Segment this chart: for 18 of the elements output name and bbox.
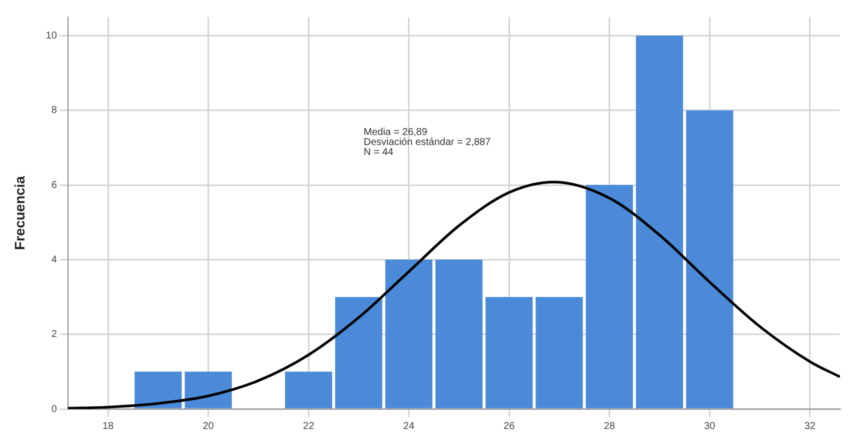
x-tick-label: 20	[202, 420, 214, 432]
y-tick-label: 6	[51, 180, 58, 191]
x-tick-label: 24	[403, 420, 415, 432]
annotation: Desviación estándar = 2,887	[364, 136, 492, 148]
x-tick-label: 28	[604, 420, 616, 432]
x-tick-label: 22	[303, 420, 315, 432]
y-tick-label: 4	[51, 254, 58, 266]
x-tick-label: 26	[504, 420, 516, 432]
x-tick-label: 32	[804, 420, 816, 432]
annotation: N = 44	[364, 146, 394, 158]
y-tick-label: 2	[51, 329, 58, 340]
y-axis-title: Frecuencia	[11, 176, 28, 250]
y-tick-label: 8	[51, 105, 58, 116]
y-tick-label: 10	[46, 30, 58, 42]
annotation: Media = 26,89	[364, 126, 428, 138]
x-tick-label: 30	[704, 420, 716, 432]
y-tick-label: 0	[51, 404, 58, 415]
x-tick-label: 18	[102, 420, 114, 432]
